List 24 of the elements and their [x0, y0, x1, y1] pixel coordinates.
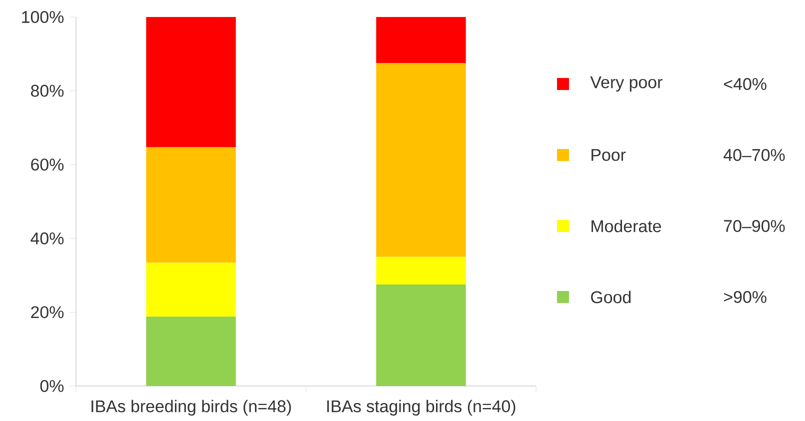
text: >90%	[724, 291, 766, 303]
y-tick-label: 0%	[40, 380, 64, 392]
legend-label: Poor	[592, 149, 626, 161]
x-tick-label: IBAs breeding birds (n=48)	[92, 400, 291, 416]
y-tick-label: 100%	[22, 11, 64, 23]
legend-label: Very poor	[590, 76, 662, 92]
bar	[376, 284, 466, 386]
bar	[146, 16, 236, 148]
bar	[376, 256, 466, 285]
bar	[146, 316, 236, 386]
bar	[146, 262, 236, 317]
legend-label: Good	[591, 290, 631, 304]
y-tick-label: 60%	[31, 158, 64, 171]
y-tick-label: 40%	[30, 232, 64, 244]
bar	[376, 63, 466, 257]
text: <40%	[724, 78, 766, 90]
text: 70–90%	[724, 220, 785, 232]
y-tick-label: 80%	[30, 84, 64, 97]
bar	[376, 16, 466, 64]
bar	[146, 147, 236, 263]
legend-label: Moderate	[592, 220, 661, 232]
x-tick-label: IBAs staging birds (n=40)	[327, 400, 516, 416]
text: 40–70%	[724, 149, 785, 161]
y-tick-label: 20%	[31, 306, 64, 318]
